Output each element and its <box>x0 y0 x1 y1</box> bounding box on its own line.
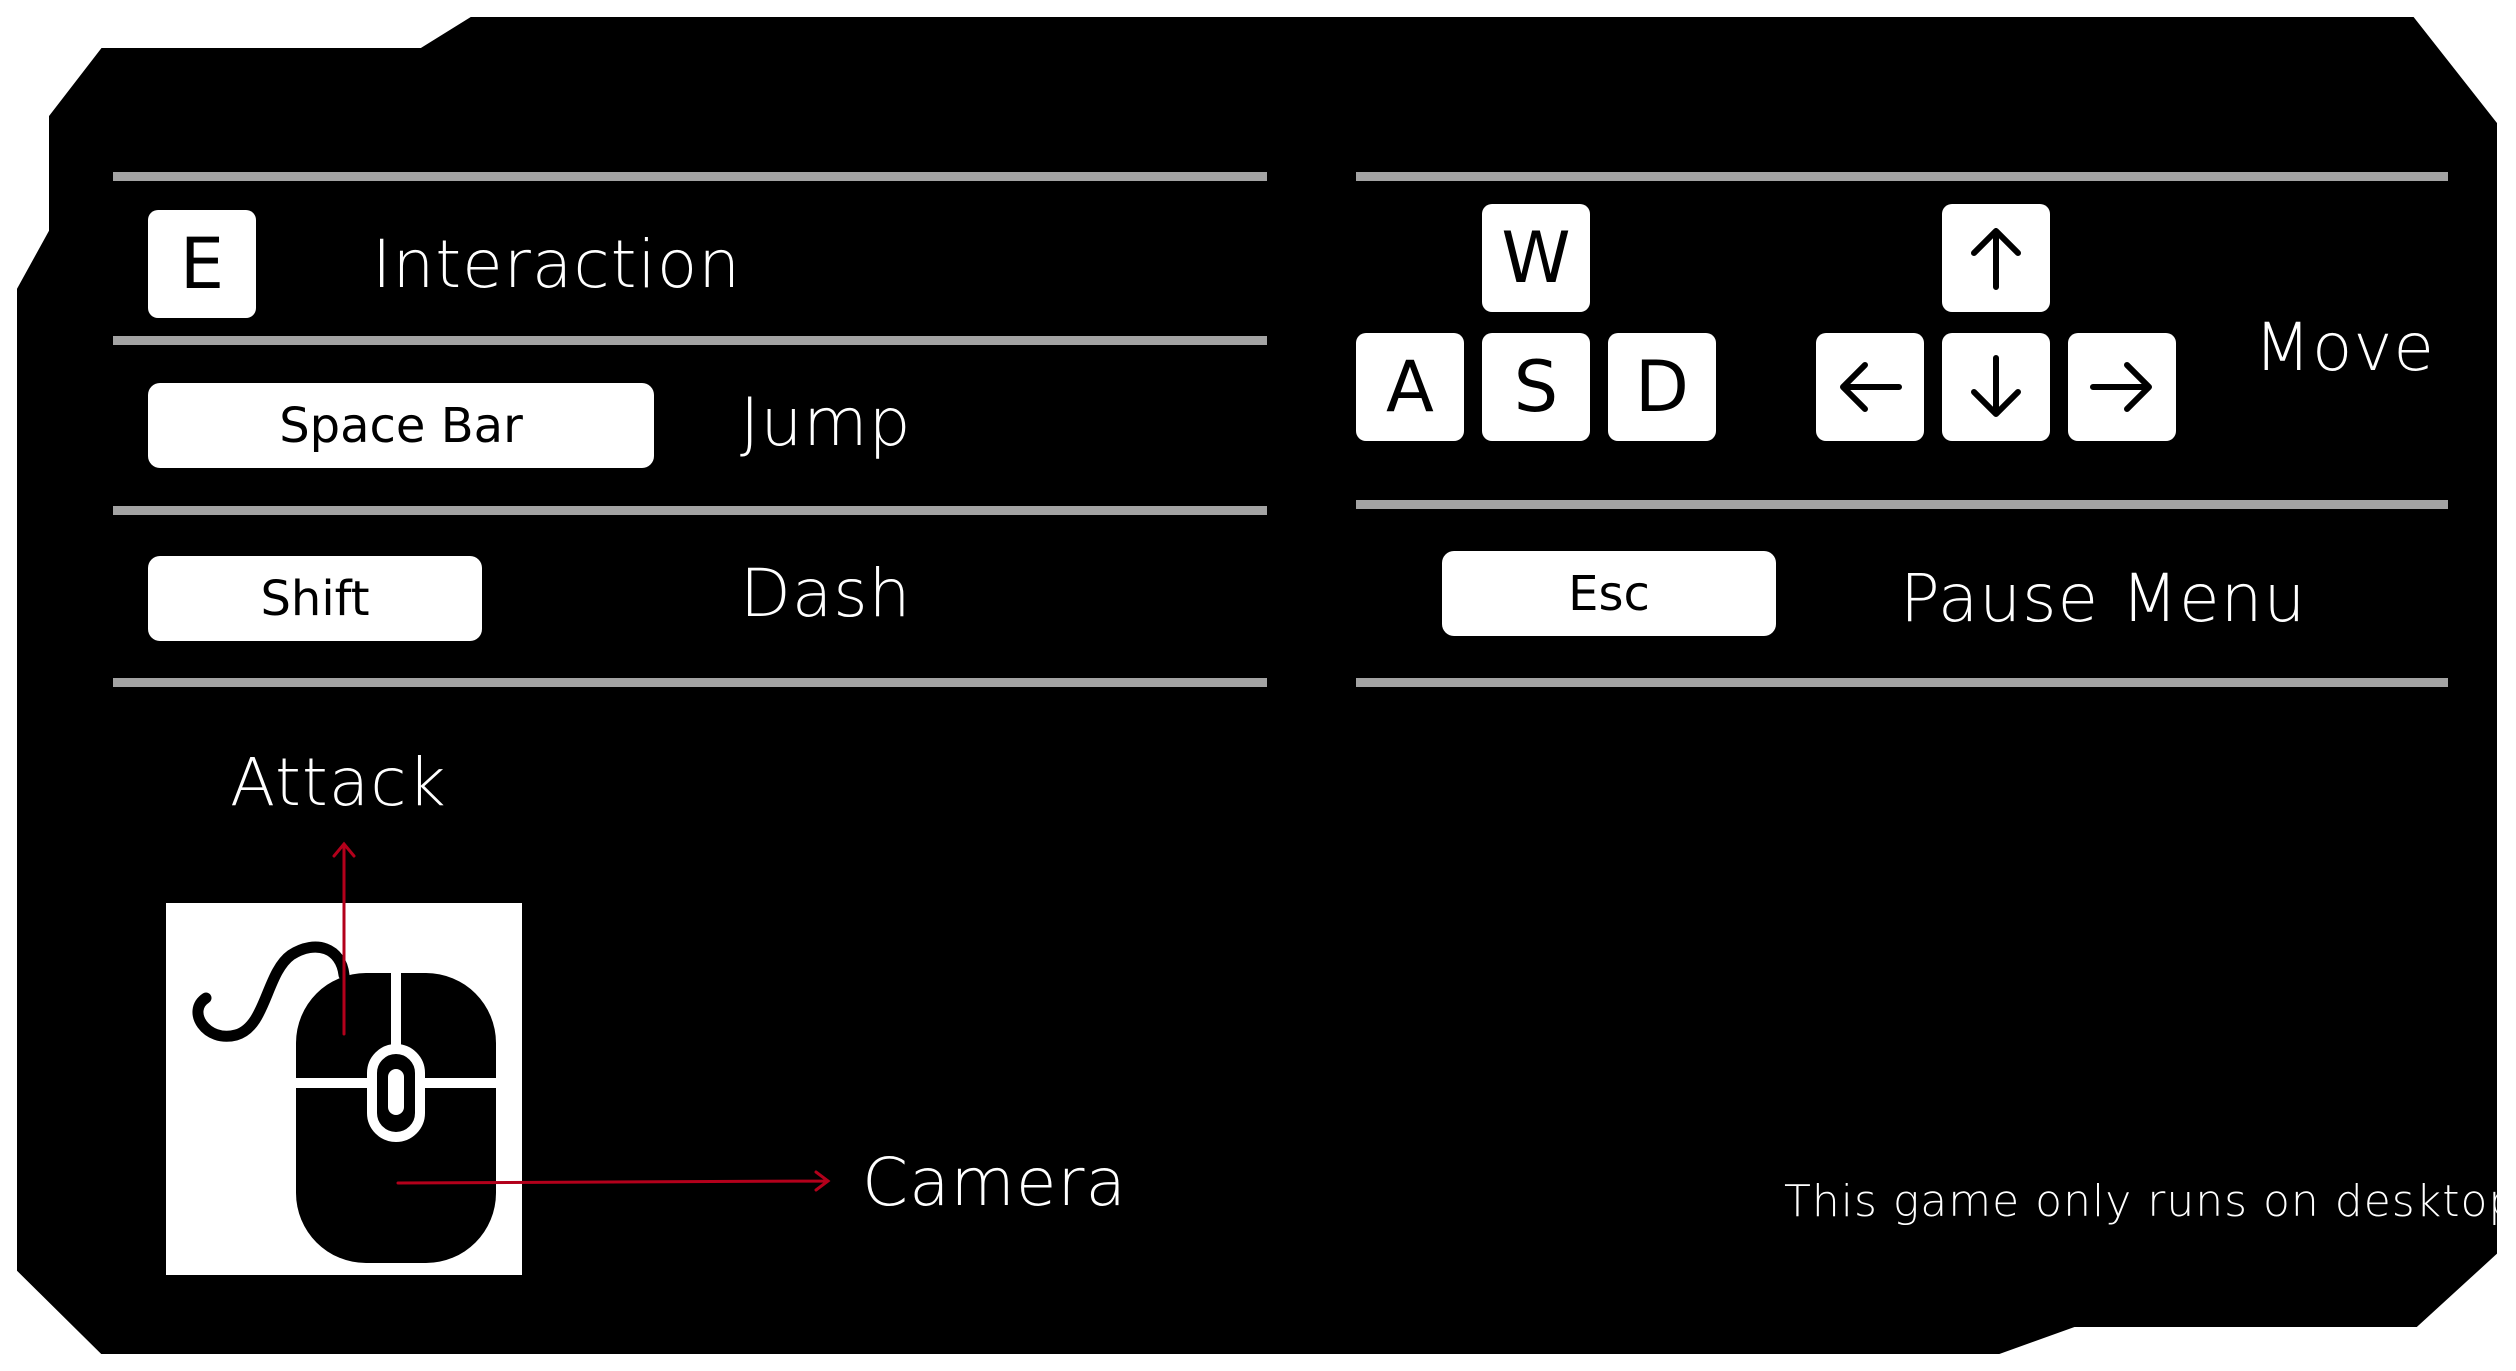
arrow-left-icon <box>1840 362 1902 412</box>
key-shift: Shift <box>148 556 482 641</box>
key-e: E <box>148 210 256 318</box>
desktop-only-note: This game only runs on desktop <box>1784 1176 2516 1227</box>
key-arrow-right <box>2068 333 2176 441</box>
key-space-bar: Space Bar <box>148 383 654 468</box>
arrow-up-icon <box>1971 228 2021 290</box>
key-d: D <box>1608 333 1716 441</box>
action-jump-label: Jump <box>740 384 912 461</box>
divider-line <box>113 678 1267 687</box>
arrow-right-icon <box>2090 362 2152 412</box>
action-interaction-label: Interaction <box>372 226 742 303</box>
camera-label: Camera <box>862 1144 1128 1221</box>
key-arrow-up <box>1942 204 2050 312</box>
divider-line <box>113 336 1267 345</box>
attack-label: Attack <box>230 744 447 821</box>
divider-line <box>1356 172 2448 181</box>
camera-arrow <box>396 1170 831 1192</box>
divider-line <box>113 506 1267 515</box>
action-dash-label: Dash <box>740 555 912 632</box>
divider-line <box>1356 500 2448 509</box>
arrow-down-icon <box>1971 355 2021 417</box>
key-w: W <box>1482 204 1590 312</box>
attack-arrow <box>332 841 356 1036</box>
key-arrow-left <box>1816 333 1924 441</box>
mouse-icon <box>192 941 496 1263</box>
divider-line <box>113 172 1267 181</box>
key-arrow-down <box>1942 333 2050 441</box>
key-esc: Esc <box>1442 551 1776 636</box>
key-a: A <box>1356 333 1464 441</box>
divider-line <box>1356 678 2448 687</box>
key-s: S <box>1482 333 1590 441</box>
action-pause-menu-label: Pause Menu <box>1900 560 2307 637</box>
action-move-label: Move <box>2254 309 2435 386</box>
